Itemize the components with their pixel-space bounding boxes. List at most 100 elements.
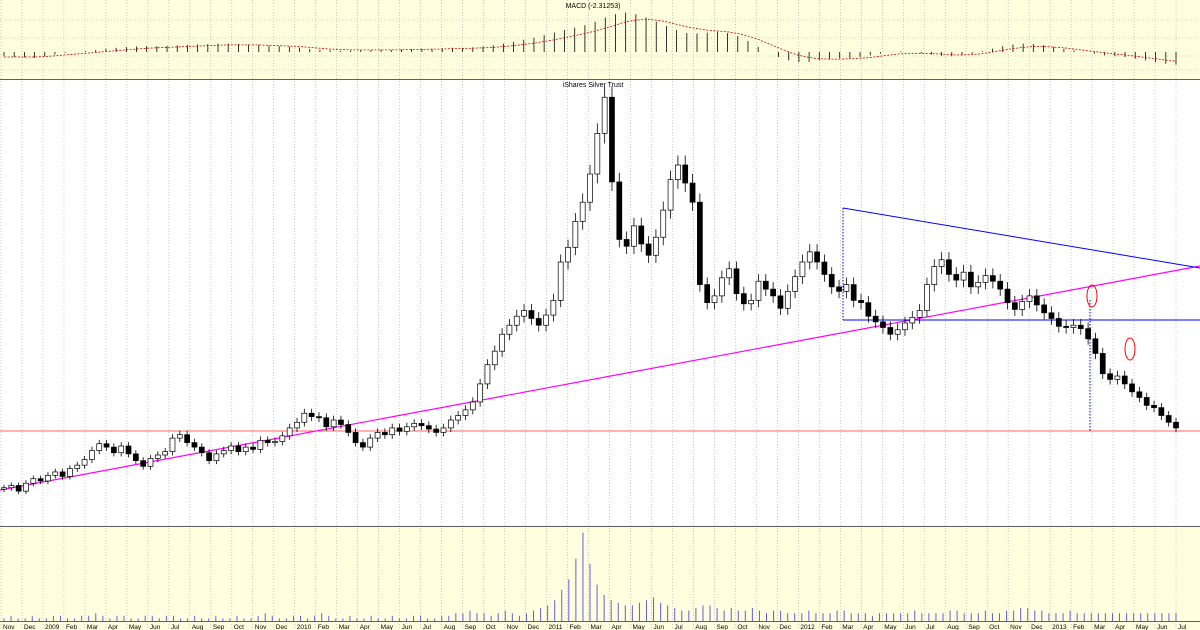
candle-body [858,300,864,304]
candle-body [792,276,798,292]
candle-body [382,432,388,436]
candle-body [154,454,161,459]
candle-body [308,412,315,417]
candle-body [37,478,44,482]
candle-body [301,412,308,423]
candle-body [872,315,879,323]
candle-body [543,314,549,326]
candle-body [242,446,249,452]
candle-body [557,261,564,301]
candle-body [279,435,286,442]
candle-body [946,259,952,275]
candle-body [140,460,147,467]
candle-body [799,261,806,278]
candle-body [1136,391,1143,398]
macd-indicator [3,12,1177,65]
candle-body [1070,324,1077,328]
candle-body [52,471,59,476]
candle-body [418,423,425,427]
candle-body [528,310,535,319]
candle-body [740,293,747,305]
candle-body [968,271,974,288]
x-tick-label: Jun [653,624,664,630]
candle-body [601,96,608,134]
candle-body [484,364,491,385]
x-tick-label: Aug [192,624,204,630]
candle-body [1063,326,1069,328]
candle-body [455,415,461,421]
candle-body [623,239,630,247]
candle-body [15,485,22,492]
candle-body [374,432,381,439]
candle-body [294,421,300,429]
candle-body [67,468,73,477]
candle-body [125,445,132,455]
candle-body [1158,407,1165,416]
candle-body [257,439,264,450]
candle-body [682,164,689,184]
candle-body [711,295,718,304]
candle-body [675,164,681,180]
candle-body [513,315,520,326]
candle-body [81,459,88,466]
candle-body [506,324,513,335]
candle-body [89,450,95,460]
x-tick-label: Oct [737,624,747,630]
x-tick-label: Dec [1031,624,1043,630]
candle-body [1092,338,1099,354]
macd-panel [0,0,1200,79]
candle-body [1085,328,1091,340]
candle-body [250,446,256,450]
candle-body [1099,353,1106,375]
candle-body [440,427,447,433]
x-tick-label: Nov [507,624,519,630]
candle-body [748,300,755,305]
candle-body [74,464,81,469]
candle-body [338,419,344,425]
x-tick-label: May [632,624,645,630]
candle-body [887,327,894,335]
x-tick-label: Sep [213,624,225,630]
candle-body [1019,301,1026,310]
candle-body [594,133,601,175]
x-tick-label: Aug [695,624,707,630]
candle-body [880,321,886,328]
candle-body [404,426,410,432]
candle-body [1011,302,1018,310]
candle-body [462,409,469,416]
candle-body [587,173,593,203]
candle-body [931,266,938,285]
x-tick-label: Nov [3,624,15,630]
x-tick-label: Feb [821,624,833,630]
candle-body [660,209,667,238]
x-tick-label: Dec [779,624,791,630]
x-tick-label: Dec [528,624,540,630]
candle-body [821,261,828,275]
candle-body [990,275,996,282]
x-tick-label: Feb [1073,624,1085,630]
x-tick-label: Sep [716,624,728,630]
candle-body [909,316,916,324]
candle-body [323,417,330,428]
candle-body [667,179,674,211]
candle-body [653,236,659,256]
candle-body [982,275,989,283]
candle-body [162,451,168,456]
candle-body [975,281,982,288]
candle-body [30,478,37,484]
x-axis-strip [0,622,1200,630]
candle-body [426,425,432,430]
candle-body [169,437,176,452]
candle-body [865,302,872,317]
x-tick-label: Jul [1178,624,1187,630]
candle-body [997,280,1004,290]
candle-body [1143,397,1150,406]
candle-body [447,419,454,429]
candle-body [367,437,374,448]
candle-body [272,441,278,443]
x-tick-label: May [381,624,394,630]
markers [1086,284,1136,361]
candle-body [733,268,740,294]
candle-body [206,452,212,462]
